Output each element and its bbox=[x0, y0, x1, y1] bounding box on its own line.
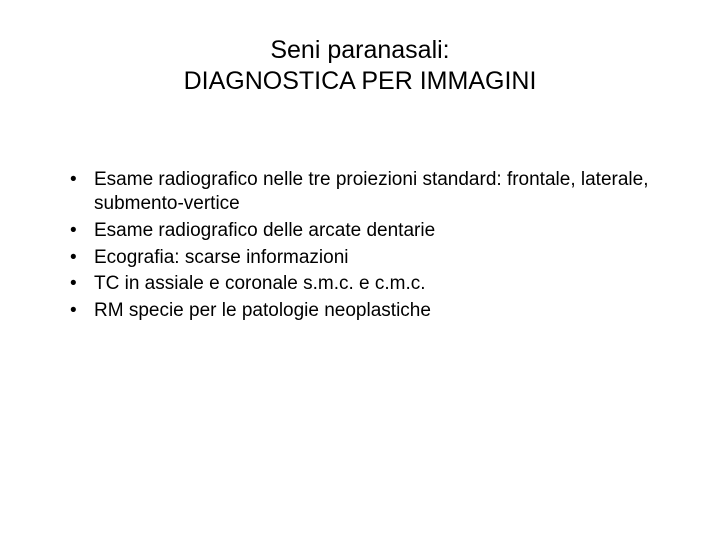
bullet-list: Esame radiografico nelle tre proiezioni … bbox=[50, 168, 670, 324]
slide-title-block: Seni paranasali: DIAGNOSTICA PER IMMAGIN… bbox=[50, 35, 670, 98]
title-line-2: DIAGNOSTICA PER IMMAGINI bbox=[50, 66, 670, 97]
list-item: TC in assiale e coronale s.m.c. e c.m.c. bbox=[70, 272, 670, 297]
list-item: RM specie per le patologie neoplastiche bbox=[70, 299, 670, 324]
list-item: Esame radiografico nelle tre proiezioni … bbox=[70, 168, 670, 217]
list-item: Ecografia: scarse informazioni bbox=[70, 246, 670, 271]
title-line-1: Seni paranasali: bbox=[50, 35, 670, 66]
list-item: Esame radiografico delle arcate dentarie bbox=[70, 219, 670, 244]
